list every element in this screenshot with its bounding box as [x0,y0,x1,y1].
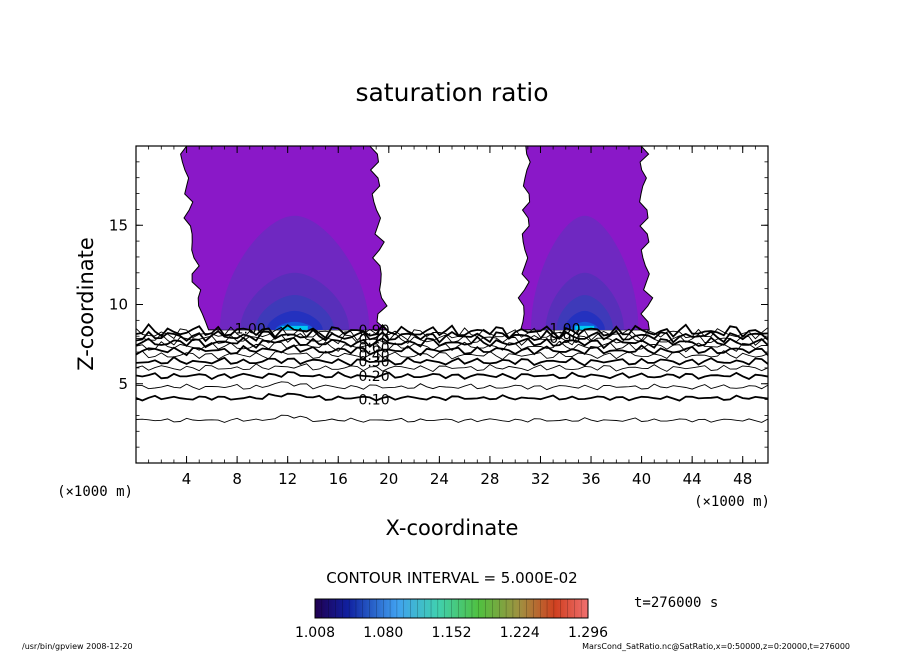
colorbar-stripes [321,599,582,618]
x-tick-label: 24 [430,470,449,488]
contour-line [136,340,768,353]
contour-label: 0.20 [358,369,389,385]
y-axis-label: Z-coordinate [74,237,98,371]
contour-line [136,350,768,360]
chart-title: saturation ratio [355,78,548,107]
contour-label: 0.10 [358,393,389,409]
x-tick-label: 12 [278,470,297,488]
x-tick-label: 4 [182,470,192,488]
contour-label: 0.60 [358,340,389,356]
contour-line [136,381,768,391]
colorbar-tick-label: 1.296 [568,625,608,641]
contour-line [136,392,768,402]
supersaturation-peak [281,325,308,330]
y-tick-label: 10 [109,296,128,314]
contour-interval-text: CONTOUR INTERVAL = 5.000E-02 [326,569,577,587]
colorbar-tick-label: 1.224 [500,625,540,641]
x-unit-label: (×1000 m) [694,494,770,510]
colorbar-frame [314,598,589,619]
contour-line [136,326,768,342]
colorbar-tick-label: 1.008 [295,625,335,641]
contour-line [136,332,768,346]
contour-label: 1.00 [549,321,580,337]
contour-label: 0.70 [358,332,389,348]
y-unit-label: (×1000 m) [57,484,133,500]
x-tick-label: 20 [379,470,398,488]
y-axis: 5 10 15 [109,161,768,448]
time-label: t=276000 s [634,595,718,611]
x-tick-label: 36 [581,470,600,488]
contour-line [136,371,768,381]
footer-left: /usr/bin/gpview 2008-12-20 [22,642,133,651]
contour-label: 0.90 [549,331,580,347]
x-axis-label: X-coordinate [386,516,519,540]
x-tick-label: 48 [733,470,752,488]
y-tick-label: 5 [118,375,128,393]
contour-line-group [136,322,768,423]
colorbar-tick-label: 1.080 [363,625,403,641]
contour-line [136,322,768,340]
contour-line [136,363,768,373]
contour-line [136,414,768,423]
contour-label-group: 1.00 0.900.700.600.400.300.200.101.000.90 [235,321,581,408]
x-tick-label: 40 [632,470,651,488]
x-tick-label: 8 [232,470,242,488]
colorbar-tick-label: 1.152 [431,625,471,641]
contour-label: 1.00 [235,321,266,337]
supersaturation-fill-group [180,146,654,331]
contour-label: 0.90 [358,323,389,339]
x-tick-label: 16 [329,470,348,488]
x-axis: 4 8 12 16 20 24 28 32 36 40 44 48 [148,146,756,488]
footer-right: MarsCond_SatRatio.nc@SatRatio,x=0:50000,… [582,642,850,651]
y-tick-label: 15 [109,216,128,234]
contour-label: 0.40 [358,348,389,364]
supersaturation-peak [575,325,595,330]
colorbar-ticks: 1.008 1.080 1.152 1.224 1.296 [295,625,608,641]
contour-line [136,356,768,367]
x-tick-label: 44 [683,470,702,488]
x-tick-label: 28 [480,470,499,488]
contour-label: 0.30 [358,355,389,371]
x-tick-label: 32 [531,470,550,488]
contour-line [136,328,768,344]
